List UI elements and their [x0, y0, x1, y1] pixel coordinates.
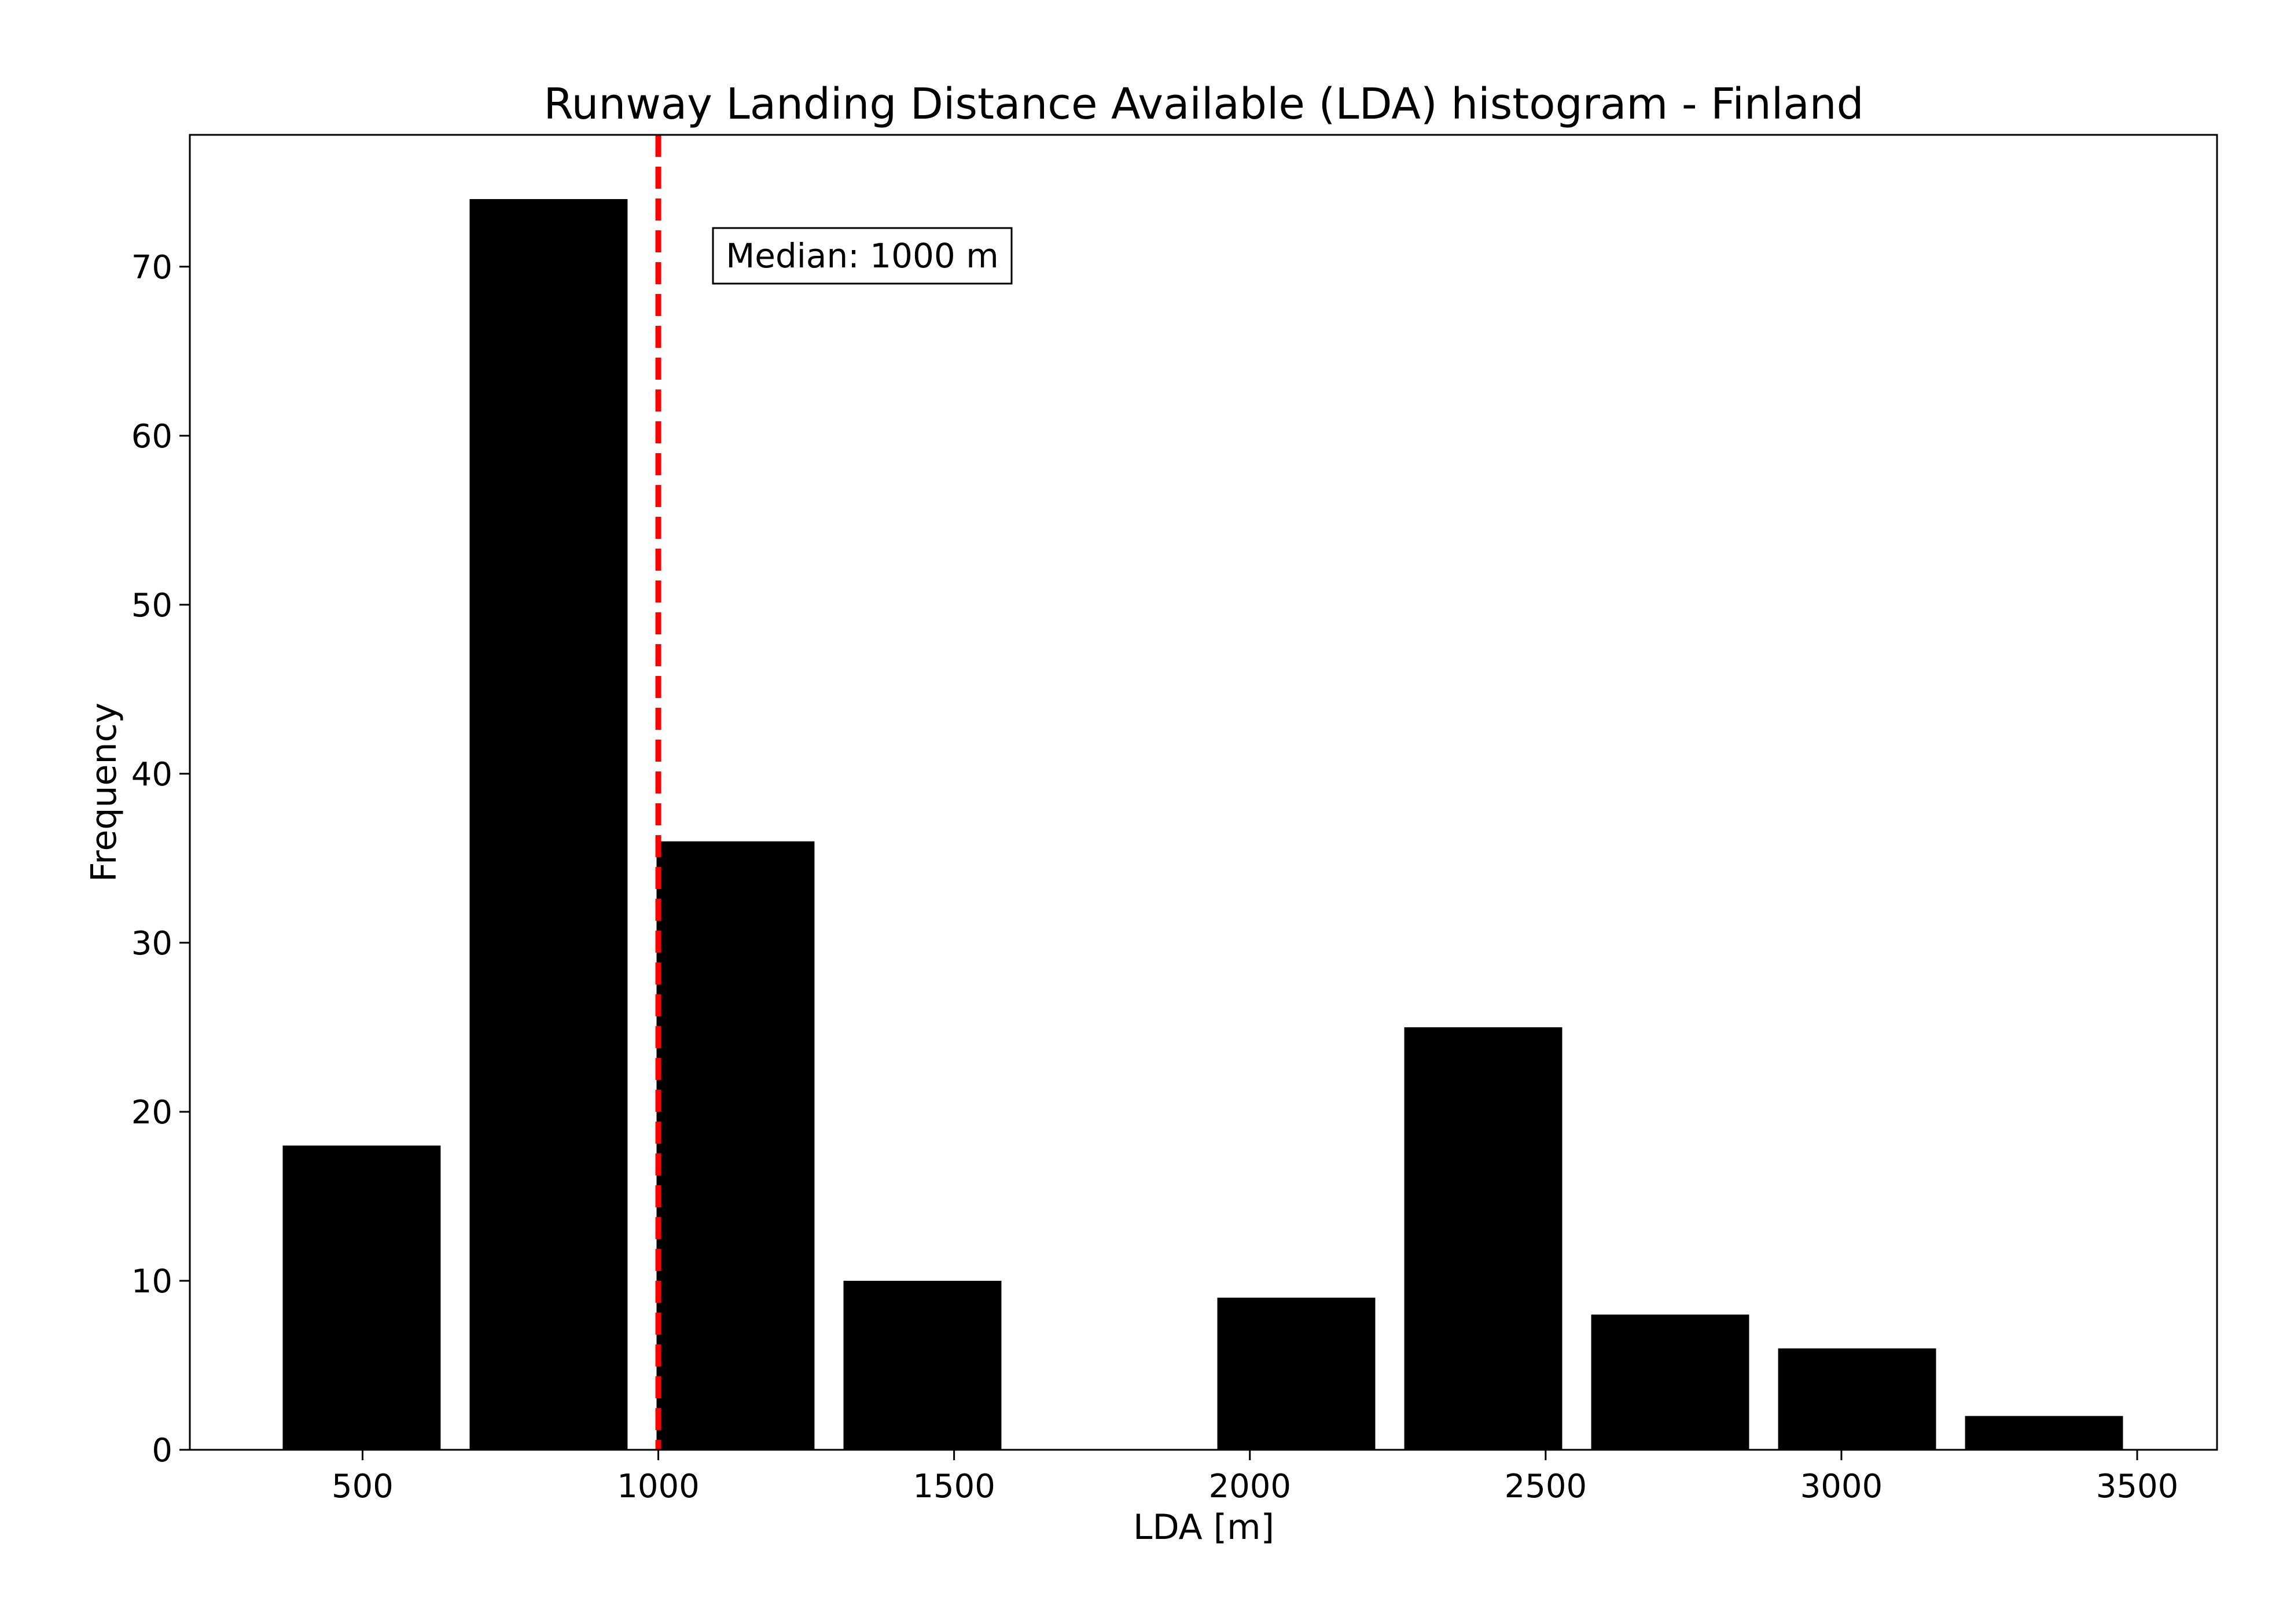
y-tick-label: 60 — [131, 418, 172, 455]
median-annotation-label: Median: 1000 m — [726, 236, 998, 275]
histogram-bar-9 — [1778, 1348, 1936, 1450]
histogram-bar-4 — [843, 1280, 1002, 1450]
histogram-bar-7 — [1404, 1027, 1563, 1450]
x-tick-label: 1000 — [617, 1468, 700, 1505]
y-axis-label: Frequency — [84, 703, 124, 882]
x-tick-label: 500 — [332, 1468, 394, 1505]
median-layer: Median: 1000 m — [655, 135, 1013, 1450]
y-tick-label: 10 — [131, 1263, 172, 1300]
y-tick-label: 50 — [131, 587, 172, 624]
histogram-bar-6 — [1217, 1298, 1376, 1450]
x-tick-label: 1500 — [913, 1468, 995, 1505]
histogram-bar-10 — [1965, 1416, 2123, 1450]
histogram-bar-3 — [656, 841, 815, 1450]
y-tick-label: 30 — [131, 925, 172, 962]
x-axis-ticks: 500 1000 1500 2000 2500 3000 3500 — [332, 1450, 2178, 1505]
x-axis-label: LDA [m] — [1133, 1507, 1274, 1548]
x-tick-label: 3000 — [1800, 1468, 1883, 1505]
y-tick-label: 0 — [152, 1432, 172, 1469]
x-tick-label: 3500 — [2096, 1468, 2179, 1505]
histogram-bar-2 — [469, 199, 628, 1450]
y-axis-ticks: 0 10 20 30 40 50 60 70 — [131, 249, 190, 1469]
median-annotation-box — [712, 227, 1013, 285]
y-tick-label: 40 — [131, 756, 172, 793]
histogram-bar-1 — [282, 1145, 441, 1450]
y-tick-label: 70 — [131, 249, 172, 286]
x-tick-label: 2000 — [1208, 1468, 1291, 1505]
plot-area-frame — [189, 134, 2218, 1451]
chart-title: Runway Landing Distance Available (LDA) … — [543, 79, 1863, 129]
x-tick-label: 2500 — [1505, 1468, 1587, 1505]
bars-layer — [282, 199, 2123, 1450]
y-tick-label: 20 — [131, 1094, 172, 1131]
histogram-bar-8 — [1591, 1314, 1749, 1450]
